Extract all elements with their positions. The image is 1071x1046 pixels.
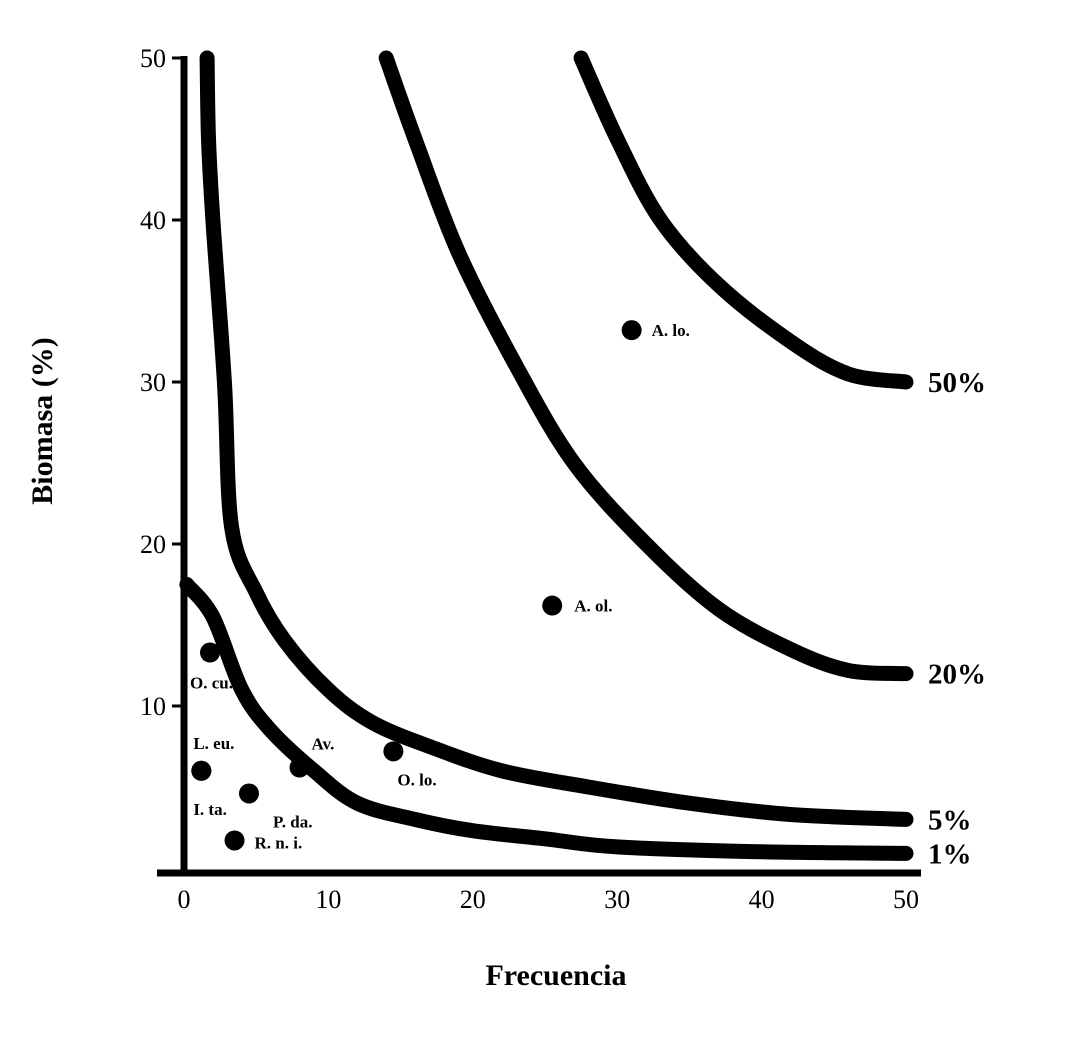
x-tick-label: 30 [604, 885, 630, 914]
point-label: A. ol. [574, 597, 612, 616]
point-label: P. da. [273, 812, 313, 831]
x-tick-label: 0 [178, 885, 191, 914]
data-point [191, 760, 212, 781]
isoline-curve [573, 50, 914, 390]
isoline-curve [199, 50, 914, 827]
isoline-labels: 50% 20% 5%1% [928, 367, 986, 870]
y-tick-label: 50 [140, 44, 166, 73]
axes [157, 56, 921, 877]
isoline-label: 5% [928, 804, 972, 836]
data-point [238, 783, 259, 804]
y-tick-label: 10 [140, 692, 166, 721]
data-point [621, 320, 642, 341]
x-axis-title: Frecuencia [485, 959, 626, 992]
data-point [289, 757, 310, 778]
point-label: O. lo. [397, 770, 436, 789]
x-tick-labels: 0 10 20 30 40 50 [178, 885, 920, 914]
data-points: A. lo. A. ol. O. lo. Av. O. cu. L. eu. I. ta. P… [190, 320, 690, 852]
x-tick-label: 50 [893, 885, 919, 914]
x-tick-label: 10 [315, 885, 341, 914]
point-label: A. lo. [652, 321, 690, 340]
point-label: I. ta. [193, 800, 227, 819]
data-point [383, 741, 404, 762]
data-point [542, 595, 563, 616]
x-tick-label: 20 [460, 885, 486, 914]
y-tick-label: 30 [140, 368, 166, 397]
isoline-label: 1% [928, 838, 972, 870]
isoline-curves [179, 50, 914, 861]
y-axis-title: Biomasa (%) [26, 337, 59, 505]
point-label: O. cu. [190, 674, 233, 693]
isoline-curve [378, 50, 914, 682]
point-label: R. n. i. [255, 833, 303, 852]
y-tick-label: 20 [140, 530, 166, 559]
isoline-label: 50% [928, 367, 986, 399]
data-point [199, 642, 220, 663]
point-label: Av. [312, 735, 335, 754]
data-point [224, 830, 245, 851]
isoline-label: 20% [928, 659, 986, 691]
y-tick-label: 40 [140, 206, 166, 235]
point-label: L. eu. [193, 734, 234, 753]
y-tick-labels: 10 20 30 40 50 [140, 44, 184, 721]
isoline-curve [179, 577, 914, 861]
x-tick-label: 40 [749, 885, 775, 914]
